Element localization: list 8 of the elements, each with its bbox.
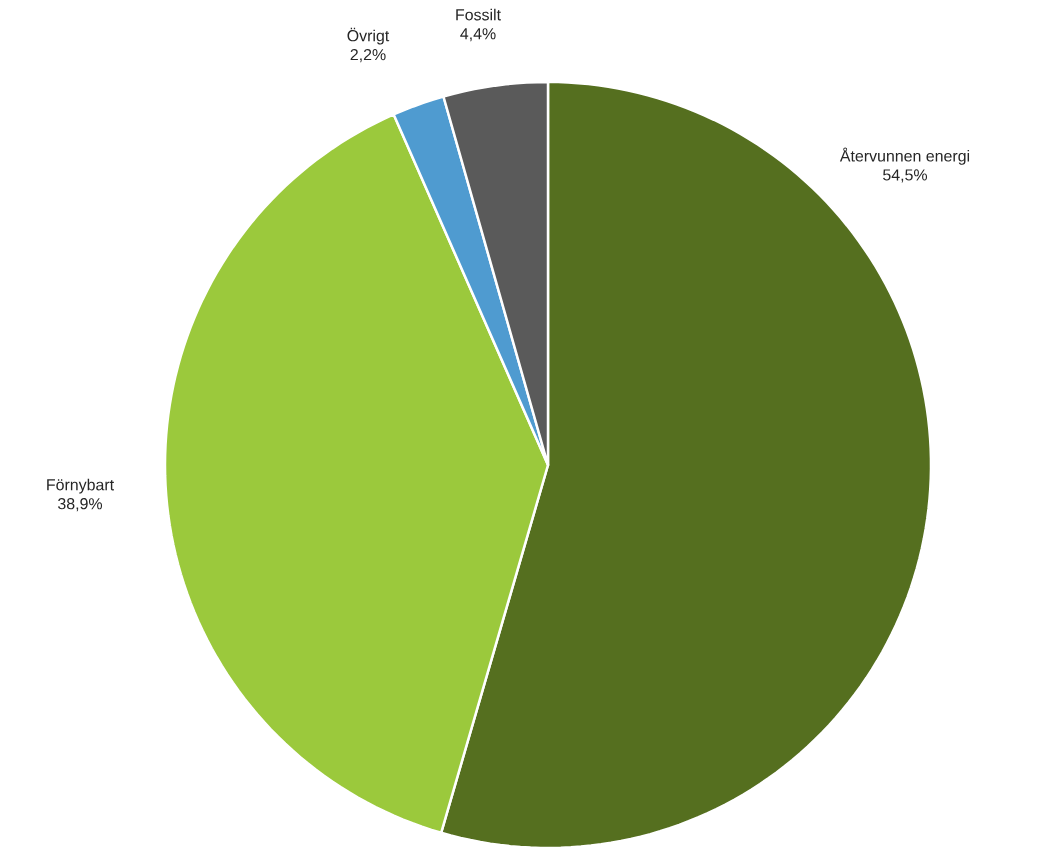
data-label: 2,2% [350,48,386,63]
slice-label: Återvunnen energi [839,147,970,165]
data-label: 38,9% [58,498,103,512]
slice-label: Förnybart [47,478,114,494]
slice-label: Fossilt [456,8,501,21]
data-label: 54,5% [883,169,928,183]
slice-label: Övrigt [347,27,390,45]
data-label: 4,4% [460,28,496,42]
